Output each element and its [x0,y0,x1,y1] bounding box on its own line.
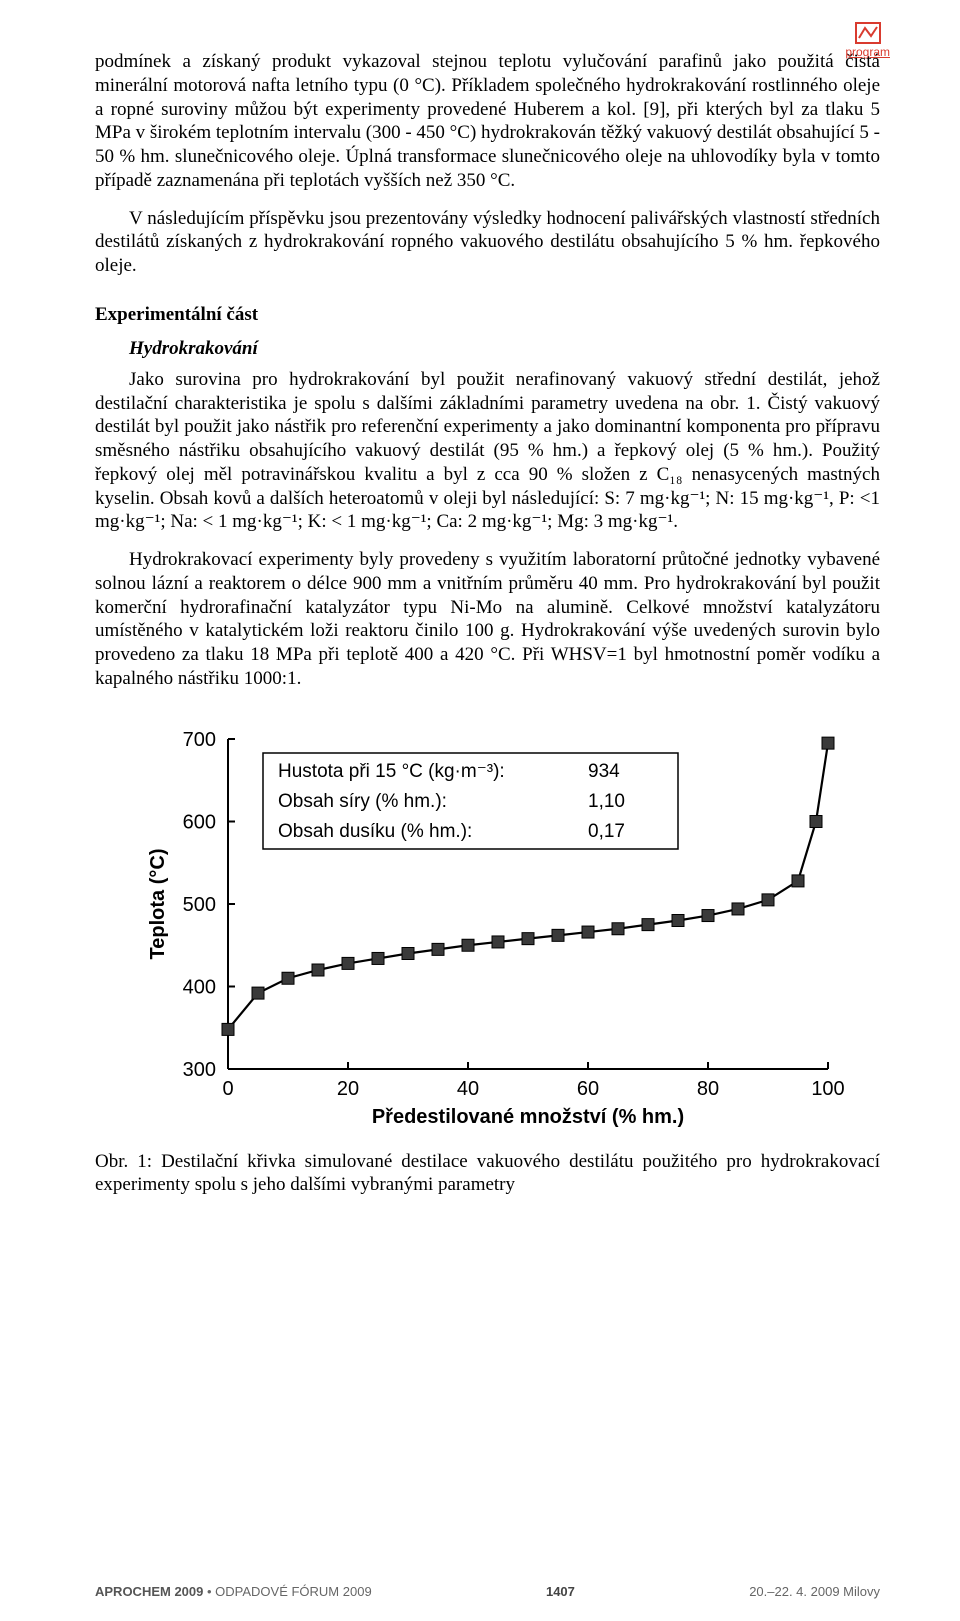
paragraph-1: podmínek a získaný produkt vykazoval ste… [95,50,880,193]
svg-text:400: 400 [182,976,215,998]
svg-text:Obsah síry (% hm.):: Obsah síry (% hm.): [278,791,447,812]
svg-text:40: 40 [456,1078,478,1100]
paragraph-4: Hydrokrakovací experimenty byly proveden… [95,548,880,691]
svg-text:Předestilované množství (% hm.: Předestilované množství (% hm.) [371,1106,683,1128]
svg-text:600: 600 [182,811,215,833]
caption-text: Destilační křivka simulované destilace v… [95,1151,880,1196]
svg-text:700: 700 [182,729,215,751]
svg-text:Teplota (°C): Teplota (°C) [147,848,169,959]
footer-left: APROCHEM 2009 • ODPADOVÉ FÓRUM 2009 [95,1584,372,1599]
section-heading-experimental: Experimentální část [95,304,880,326]
program-badge-link[interactable]: program [845,22,890,59]
chart-svg: 300 400 500 600 700 0 20 40 60 80 100 Předestilovan… [128,719,848,1139]
program-badge-label: program [845,45,890,59]
page-footer: APROCHEM 2009 • ODPADOVÉ FÓRUM 2009 1407… [95,1584,880,1599]
distillation-chart: 300 400 500 600 700 0 20 40 60 80 100 Předestilovan… [128,719,848,1144]
footer-page-number: 1407 [546,1584,575,1599]
svg-text:Obsah dusíku (% hm.):: Obsah dusíku (% hm.): [278,821,472,842]
svg-text:Hustota při 15 °C (kg·m⁻³):: Hustota při 15 °C (kg·m⁻³): [278,761,505,782]
paragraph-2: V následujícím příspěvku jsou prezentová… [95,207,880,278]
paragraph-3: Jako surovina pro hydrokrakování byl pou… [95,368,880,534]
svg-text:300: 300 [182,1059,215,1081]
footer-left-rest: • ODPADOVÉ FÓRUM 2009 [203,1584,371,1599]
svg-text:500: 500 [182,894,215,916]
svg-text:20: 20 [336,1078,358,1100]
figure-caption: Obr. 1: Destilační křivka simulované des… [95,1150,880,1198]
program-icon [855,22,881,44]
svg-text:934: 934 [588,761,620,782]
svg-text:0,17: 0,17 [588,821,625,842]
subheading-hydrokrakovani: Hydrokrakování [129,338,880,360]
svg-text:80: 80 [696,1078,718,1100]
svg-text:1,10: 1,10 [588,791,625,812]
svg-text:100: 100 [811,1078,844,1100]
svg-text:0: 0 [222,1078,233,1100]
page: program podmínek a získaný produkt vykaz… [0,0,960,1621]
footer-left-bold: APROCHEM 2009 [95,1584,203,1599]
svg-text:60: 60 [576,1078,598,1100]
caption-prefix: Obr. 1: [95,1151,152,1172]
footer-right: 20.–22. 4. 2009 Milovy [749,1584,880,1599]
